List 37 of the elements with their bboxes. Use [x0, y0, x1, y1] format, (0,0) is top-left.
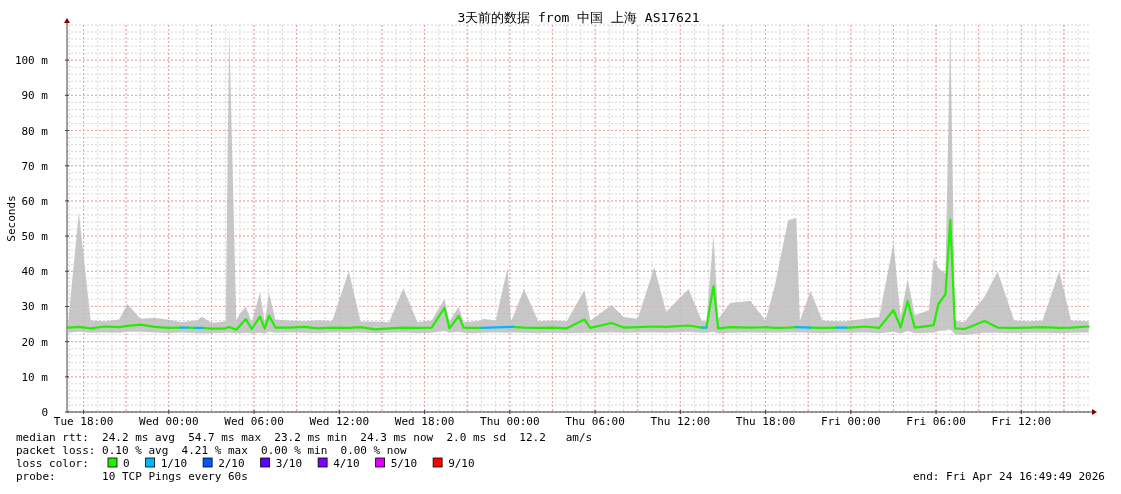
legend-label: 9/10 — [448, 457, 475, 470]
y-tick-label: 30 m — [21, 300, 49, 314]
text: probe: 10 TCP Pings every 60s — [16, 470, 248, 483]
x-tick-label: Fri 06:00 — [906, 415, 966, 428]
x-tick-label: Fri 00:00 — [821, 415, 881, 428]
x-tick-label: Thu 00:00 — [480, 415, 540, 428]
y-tick-label: 80 m — [21, 124, 49, 138]
legend-title: loss color: — [16, 457, 89, 470]
x-tick-label: Wed 12:00 — [309, 415, 370, 428]
y-tick-label: 0 — [41, 406, 48, 419]
x-tick-label: Thu 18:00 — [735, 415, 796, 428]
legend-label: 5/10 — [390, 457, 418, 470]
x-tick-label: Wed 00:00 — [139, 415, 199, 428]
y-tick-label: 100 m — [14, 54, 49, 68]
x-tick-label: Wed 18:00 — [394, 415, 455, 428]
y-axis-title: Seconds — [5, 195, 18, 242]
x-tick-label: Fri 12:00 — [991, 415, 1052, 428]
chart-title: 3天前的数据 from 中国 上海 AS17621 — [457, 10, 700, 25]
x-tick-label: Thu 12:00 — [650, 415, 711, 428]
text: median rtt: 24.2 ms avg 54.7 ms max 23.2 ms min 24.3 ms now 2.0 ms sd 12.2 am/s — [16, 431, 593, 444]
y-tick-label: 70 m — [21, 159, 49, 173]
text: end: Fri Apr 24 16:49:49 2026 — [912, 470, 1105, 483]
x-tick-label: Tue 18:00 — [53, 415, 114, 428]
legend-label: 1/10 — [160, 457, 188, 470]
legend-label: 3/10 — [275, 457, 303, 470]
y-tick-label: 60 m — [21, 194, 49, 208]
y-tick-label: 90 m — [21, 89, 49, 103]
x-tick-label: Wed 06:00 — [224, 415, 284, 428]
y-tick-label: 20 m — [21, 335, 49, 349]
legend-label: 4/10 — [333, 457, 360, 470]
legend-label: 0 — [123, 457, 130, 470]
y-tick-label: 40 m — [21, 265, 49, 279]
legend-label: 2/10 — [218, 457, 245, 470]
x-tick-label: Thu 06:00 — [565, 415, 625, 428]
y-tick-label: 50 m — [21, 230, 49, 244]
text: packet loss: 0.10 % avg 4.21 % max 0.00 % min 0.00 % now — [16, 444, 408, 457]
y-tick-label: 10 m — [21, 370, 49, 384]
